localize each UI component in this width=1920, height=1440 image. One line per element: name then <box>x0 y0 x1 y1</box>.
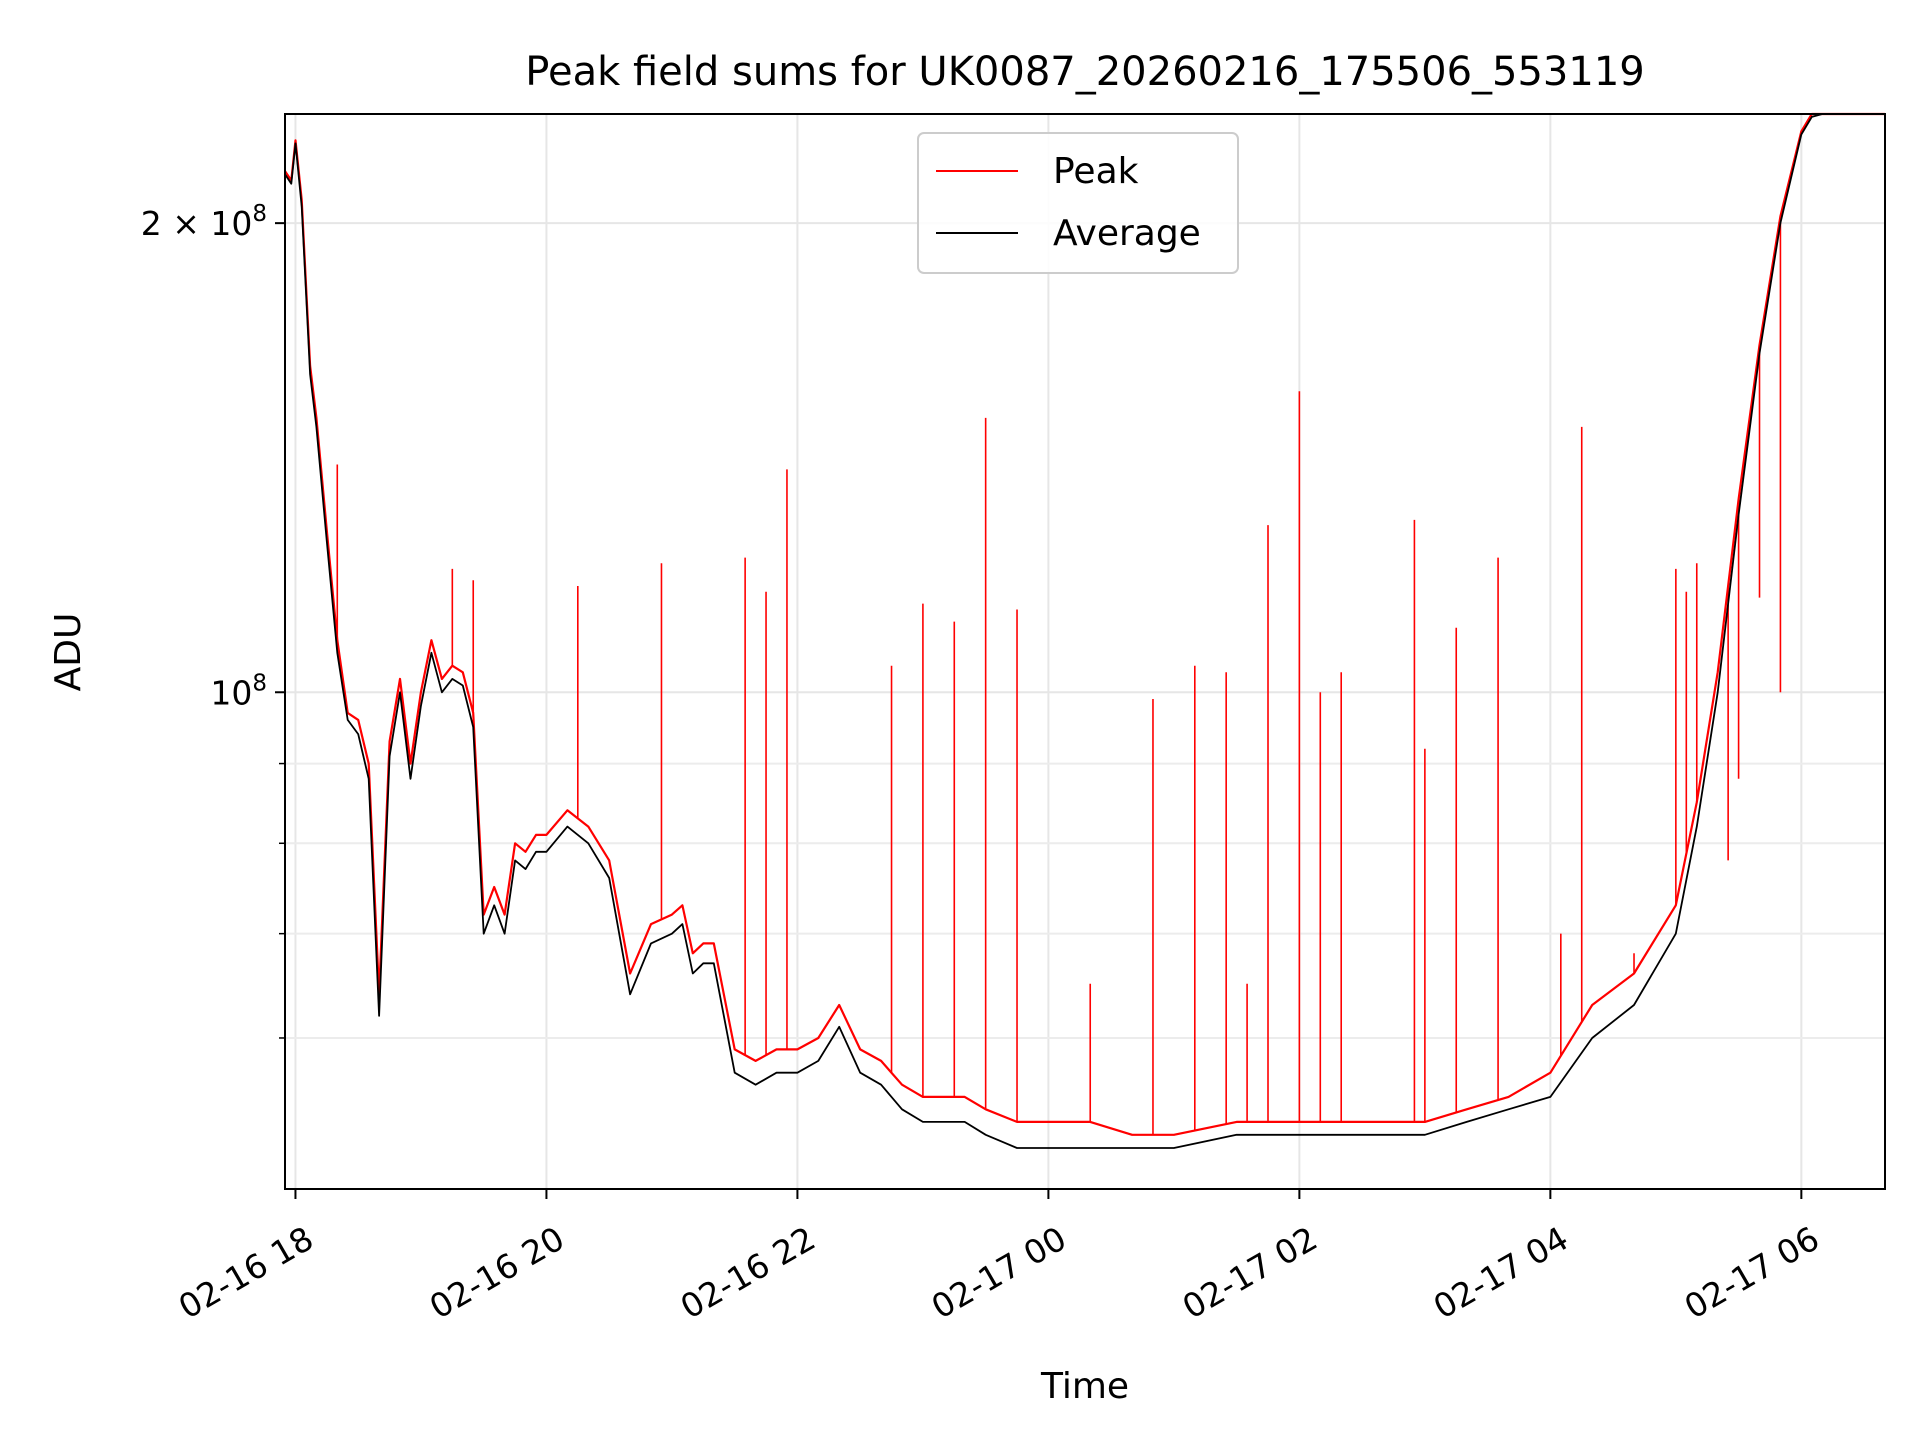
legend-label: Peak <box>1053 151 1139 192</box>
x-axis-label: Time <box>1040 1366 1129 1407</box>
plot-area-frame <box>284 113 1886 1190</box>
y-axis-label: ADU <box>48 613 89 692</box>
legend: Peak Average <box>917 132 1239 274</box>
y-tick-label-base: 2 × 10 <box>141 204 253 243</box>
plot-series <box>284 112 1885 1149</box>
y-tick-label-exponent: 8 <box>252 670 267 696</box>
legend-box <box>917 132 1239 274</box>
grid <box>285 114 1885 1189</box>
y-tick-label: 2 × 108 <box>141 201 267 243</box>
y-tick-label-base: 10 <box>210 673 252 712</box>
y-tick-label-exponent: 8 <box>252 201 267 227</box>
series-average-line <box>284 113 1885 1149</box>
y-tick-label: 108 <box>210 670 267 712</box>
chart-title: Peak field sums for UK0087_20260216_1755… <box>525 49 1644 95</box>
legend-label: Average <box>1053 213 1201 254</box>
